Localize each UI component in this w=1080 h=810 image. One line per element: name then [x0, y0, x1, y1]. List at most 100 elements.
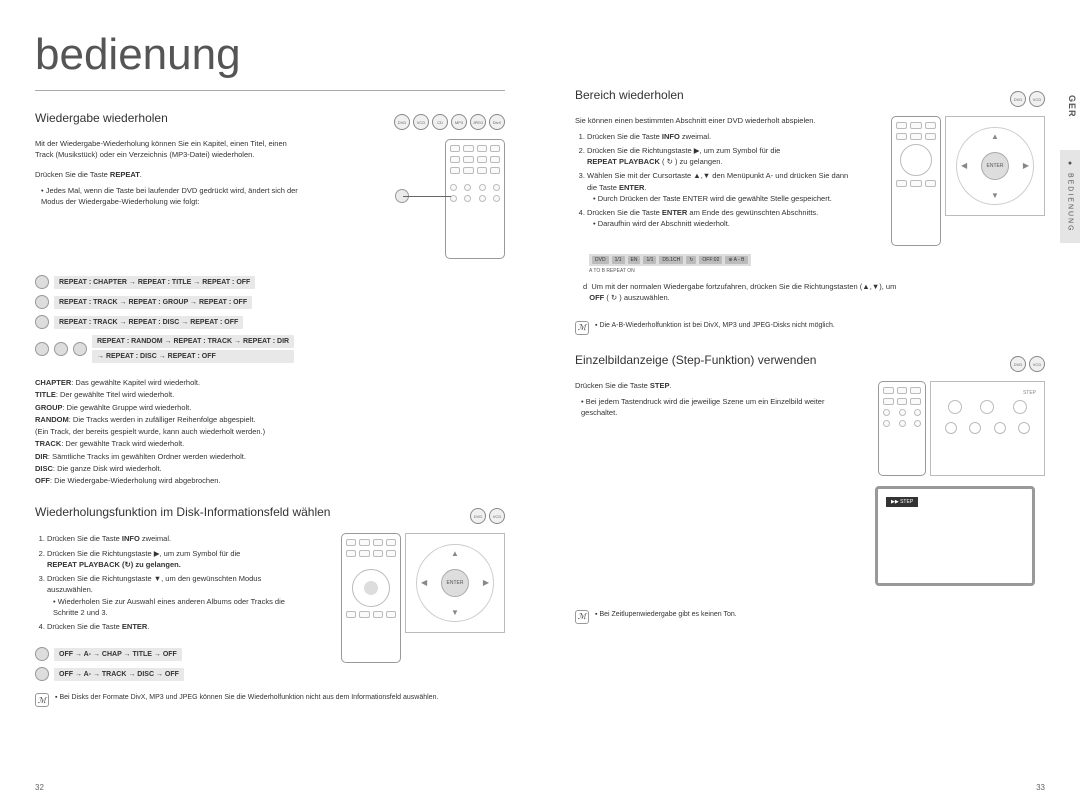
s3-intro: Sie können einen bestimmten Abschnitt ei…	[575, 116, 855, 127]
seq-icon	[35, 315, 49, 329]
divider	[35, 90, 505, 91]
section-2-body: ▲ ▼ ◀ ▶ ENTER Drücken Sie die Taste INFO…	[35, 533, 505, 687]
remote-panel: STEP	[930, 381, 1045, 476]
s3-note: ℳ ▪ Die A-B-Wiederholfunktion ist bei Di…	[575, 321, 1045, 335]
note-icon: ℳ	[575, 610, 589, 624]
osd-info-bar: DVD1/1EN 1/1D5.1CH↻ OFF:02⊕ A - B	[589, 254, 751, 266]
s2-note: ℳ ▪ Bei Disks der Formate DivX, MP3 und …	[35, 693, 505, 707]
figure-remote-step: STEP	[878, 381, 1045, 476]
section-2-header: Wiederholungsfunktion im Disk-Informatio…	[35, 505, 505, 527]
enter-button-icon: ENTER	[441, 569, 469, 597]
seq-icon	[35, 647, 49, 661]
main-title: bedienung	[35, 30, 505, 80]
s2-seq2: OFF → A- → TRACK → DISC → OFF	[35, 667, 295, 681]
remote-illustration-3	[891, 116, 941, 246]
remote-illustration-2	[341, 533, 401, 663]
section-2-title: Wiederholungsfunktion im Disk-Informatio…	[35, 505, 330, 519]
disc-icon-cd: CD	[432, 114, 448, 130]
note-icon: ℳ	[35, 693, 49, 707]
s2-step2: Drücken Sie die Richtungstaste ▶, um zum…	[47, 548, 295, 571]
enter-button-icon: ENTER	[981, 152, 1009, 180]
disc-icon-dvd: DVD	[394, 114, 410, 130]
seq-icon	[54, 342, 68, 356]
s1-bullets: Jedes Mal, wenn die Taste bei laufender …	[35, 185, 305, 208]
left-arrow-icon: ◀	[961, 161, 967, 170]
seq-row-3: REPEAT : TRACK → REPEAT : DISC → REPEAT …	[35, 315, 505, 329]
screen-overlay-label: STEP	[886, 497, 918, 507]
right-arrow-icon: ▶	[1023, 161, 1029, 170]
def-title: TITLE: Der gewählte Titel wird wiederhol…	[35, 389, 505, 400]
dpad-illustration: ▲ ▼ ◀ ▶ ENTER	[405, 533, 505, 633]
section-1-body: Mit der Wiedergabe-Wiederholung können S…	[35, 139, 505, 263]
section-4-body: STEP Drücken Sie die Taste STEP.	[575, 381, 1045, 480]
section-1-disc-icons: DVD VCD CD MP3 JPEG DivX	[394, 114, 505, 130]
seq-icon	[35, 667, 49, 681]
disc-icon-vcd: VCD	[1029, 356, 1045, 372]
seq4a-text: REPEAT : RANDOM → REPEAT : TRACK → REPEA…	[92, 335, 294, 348]
down-arrow-icon: ▼	[451, 608, 459, 617]
callout-line	[403, 196, 451, 197]
s3-step4: Drücken Sie die Taste ENTER am Ende des …	[587, 207, 855, 230]
section-4-title: Einzelbildanzeige (Step-Funktion) verwen…	[575, 353, 816, 367]
page-number-right: 33	[1036, 783, 1045, 792]
figure-remote-dpad: ▲ ▼ ◀ ▶ ENTER	[341, 533, 505, 663]
s2-step1: Drücken Sie die Taste INFO zweimal.	[47, 533, 295, 544]
s3-hint: d Um mit der normalen Wiedergabe fortzuf…	[575, 282, 1045, 303]
seq-icon	[73, 342, 87, 356]
disc-icon-dvd: DVD	[470, 508, 486, 524]
section-3-body: ▲ ▼ ◀ ▶ ENTER Sie können einen bestimmte…	[575, 116, 1045, 250]
seq4b-text: → REPEAT : DISC → REPEAT : OFF	[92, 350, 294, 363]
seq-row-1: REPEAT : CHAPTER → REPEAT : TITLE → REPE…	[35, 275, 505, 289]
seq-row-4: REPEAT : RANDOM → REPEAT : TRACK → REPEA…	[35, 335, 505, 363]
up-arrow-icon: ▲	[451, 549, 459, 558]
section-3-header: Bereich wiederholen DVD VCD	[575, 88, 1045, 110]
section-3-title: Bereich wiederholen	[575, 88, 684, 102]
section-3-disc-icons: DVD VCD	[1010, 91, 1045, 107]
section-1-header: Wiedergabe wiederholen DVD VCD CD MP3 JP…	[35, 111, 505, 133]
disc-icon-mp3: MP3	[451, 114, 467, 130]
seq-icon-dvd	[35, 275, 49, 289]
def-dir: DIR: Sämtliche Tracks im gewählten Ordne…	[35, 451, 505, 462]
page-right: GER ● BEDIENUNG Bereich wiederholen DVD …	[540, 0, 1080, 810]
def-chapter: CHAPTER: Das gewählte Kapitel wird wiede…	[35, 377, 505, 388]
section-2-disc-icons: DVD VCD	[470, 508, 505, 524]
seq-icon	[35, 295, 49, 309]
disc-icon-divx: DivX	[489, 114, 505, 130]
section-4-disc-icons: DVD VCD	[1010, 356, 1045, 372]
s2-seq1-text: OFF → A- → CHAP → TITLE → OFF	[54, 648, 182, 661]
page-left: bedienung Wiedergabe wiederholen DVD VCD…	[0, 0, 540, 810]
disc-icon-vcd: VCD	[1029, 91, 1045, 107]
s4-note: ℳ ▪ Bei Zeitlupenwiedergabe gibt es kein…	[575, 610, 1045, 624]
s3-steps: Drücken Sie die Taste INFO zweimal. Drüc…	[575, 131, 855, 230]
def-group: GROUP: Die gewählte Gruppe wird wiederho…	[35, 402, 505, 413]
left-arrow-icon: ◀	[421, 578, 427, 587]
disc-icon-jpeg: JPEG	[470, 114, 486, 130]
remote-illustration-4	[878, 381, 926, 476]
s4-bullets: Bei jedem Tastendruck wird die jeweilige…	[575, 396, 845, 419]
s1-press: Drücken Sie die Taste REPEAT.	[35, 170, 305, 181]
screen-figure-wrap: STEP	[575, 480, 1035, 586]
seq2-text: REPEAT : TRACK → REPEAT : GROUP → REPEAT…	[54, 296, 252, 309]
disc-icon-vcd: VCD	[489, 508, 505, 524]
figure-remote-dpad-2: ▲ ▼ ◀ ▶ ENTER	[891, 116, 1045, 246]
s3-step3: Wählen Sie mit der Cursortaste ▲,▼ den M…	[587, 170, 855, 204]
s2-seq2-text: OFF → A- → TRACK → DISC → OFF	[54, 668, 184, 681]
def-off: OFF: Die Wiedergabe-Wiederholung wird ab…	[35, 475, 505, 486]
side-language-label: GER	[1067, 95, 1077, 118]
s4-press: Drücken Sie die Taste STEP.	[575, 381, 845, 392]
def-random-sub: (Ein Track, der bereits gespielt wurde, …	[35, 426, 505, 437]
right-arrow-icon: ▶	[483, 578, 489, 587]
up-arrow-icon: ▲	[991, 132, 999, 141]
seq1-text: REPEAT : CHAPTER → REPEAT : TITLE → REPE…	[54, 276, 255, 289]
seq3-text: REPEAT : TRACK → REPEAT : DISC → REPEAT …	[54, 316, 243, 329]
def-random: RANDOM: Die Tracks werden in zufälliger …	[35, 414, 505, 425]
section-4-header: Einzelbildanzeige (Step-Funktion) verwen…	[575, 353, 1045, 375]
remote-figure-1	[445, 139, 505, 259]
down-arrow-icon: ▼	[991, 191, 999, 200]
s2-seq1: OFF → A- → CHAP → TITLE → OFF	[35, 647, 295, 661]
seq-icon	[35, 342, 49, 356]
def-disc: DISC: Die ganze Disk wird wiederholt.	[35, 463, 505, 474]
seq-row-2: REPEAT : TRACK → REPEAT : GROUP → REPEAT…	[35, 295, 505, 309]
disc-icon-dvd: DVD	[1010, 91, 1026, 107]
s2-steps: Drücken Sie die Taste INFO zweimal. Drüc…	[35, 533, 295, 632]
